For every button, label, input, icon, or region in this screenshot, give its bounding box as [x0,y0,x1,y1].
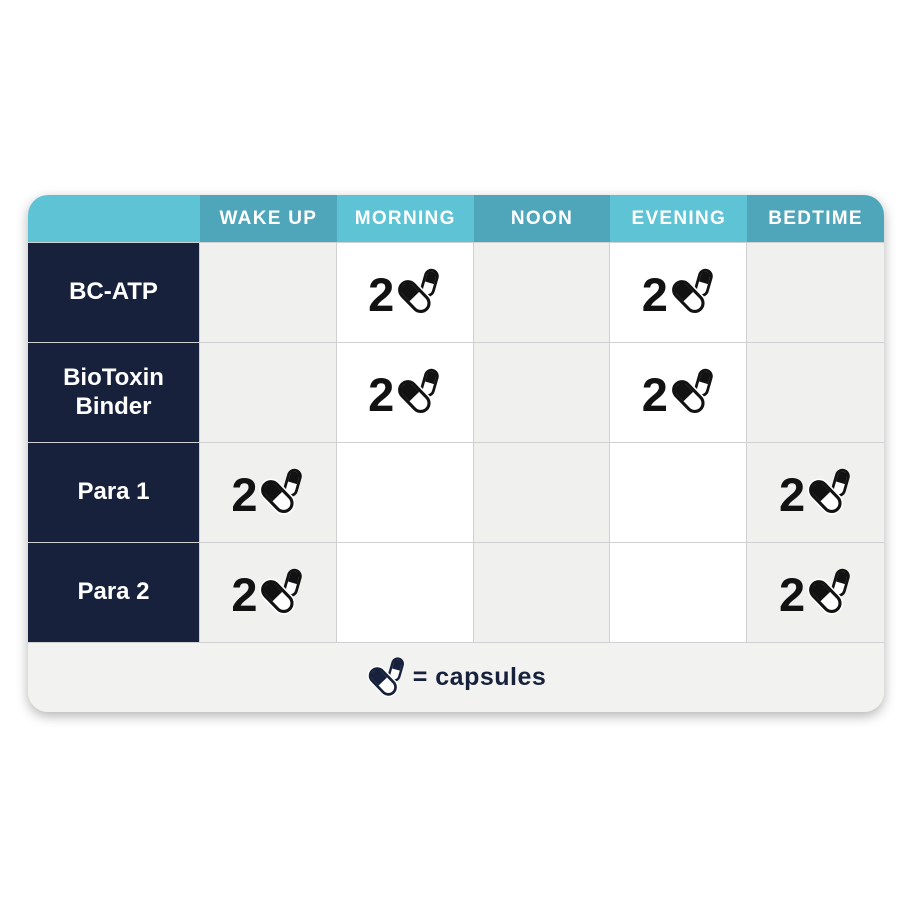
dose-count: 2 [368,368,395,421]
column-header-wake-up: WAKE UP [200,195,337,243]
dose: 2 [231,468,304,518]
capsules-icon [395,367,441,417]
dose-cell [336,543,474,643]
dose-cell [336,443,474,543]
capsules-icon [669,267,715,317]
legend: = capsules [28,643,884,712]
dose-cell: 2 [610,243,748,343]
dose-cell [473,543,611,643]
row-label-para-2: Para 2 [28,543,200,643]
capsules-icon [806,567,852,617]
dose-cell: 2 [336,243,474,343]
dose-cell [473,243,611,343]
dose-cell [610,443,748,543]
column-header-morning: MORNING [336,195,474,243]
dose-count: 2 [641,368,668,421]
column-header-noon: NOON [473,195,611,243]
dosing-schedule-card: WAKE UP MORNING NOON EVENING BEDTIME BC-… [28,195,884,712]
dose-count: 2 [231,568,258,621]
dose: 2 [231,568,304,618]
dose-count: 2 [641,268,668,321]
row-label-para-1: Para 1 [28,443,200,543]
column-header-corner [28,195,200,243]
capsules-icon [258,567,304,617]
dosing-schedule-table: WAKE UP MORNING NOON EVENING BEDTIME BC-… [28,195,884,643]
capsules-icon [669,367,715,417]
dose-cell: 2 [200,543,337,643]
dose-count: 2 [231,468,258,521]
dose-count: 2 [368,268,395,321]
dose: 2 [368,268,441,318]
dose: 2 [642,368,715,418]
row-label-bc-atp: BC-ATP [28,243,200,343]
row-label-biotoxin-binder: BioToxin Binder [28,343,200,443]
legend-text: = capsules [412,663,547,691]
capsules-icon [258,467,304,517]
dose-cell [200,243,337,343]
dose-cell: 2 [610,343,748,443]
capsules-icon [366,656,406,699]
dose-cell [473,443,611,543]
dose-cell [473,343,611,443]
column-header-evening: EVENING [610,195,748,243]
dose: 2 [779,468,852,518]
dose-cell [747,343,884,443]
capsules-icon [806,467,852,517]
column-header-bedtime: BEDTIME [747,195,884,243]
dose-count: 2 [779,468,806,521]
dose-cell: 2 [200,443,337,543]
dose-cell [610,543,748,643]
dose: 2 [642,268,715,318]
dose: 2 [368,368,441,418]
capsules-icon [395,267,441,317]
dose-count: 2 [779,568,806,621]
dose-cell: 2 [747,443,884,543]
dose-cell [747,243,884,343]
dose-cell [200,343,337,443]
dose: 2 [779,568,852,618]
dose-cell: 2 [747,543,884,643]
dose-cell: 2 [336,343,474,443]
